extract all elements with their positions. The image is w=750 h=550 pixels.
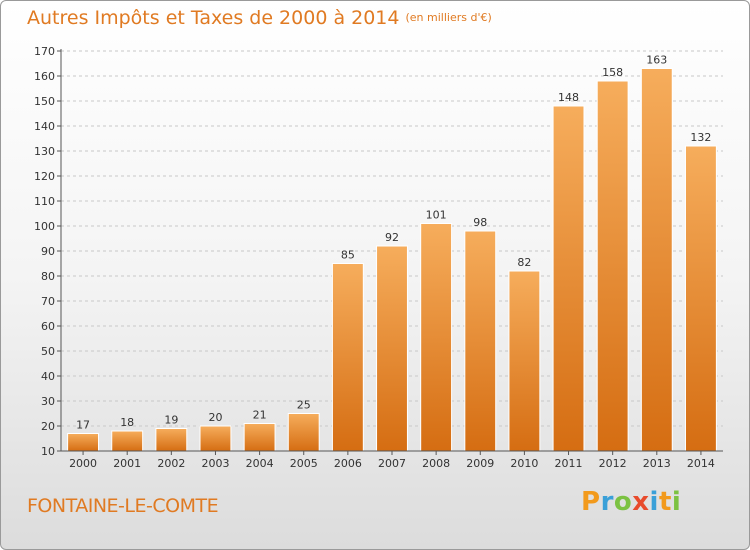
axes: 10 20 30 40 50 60 70 80 90 100 110 120 130 140 150 160 1… — [34, 45, 723, 470]
y-tick-label: 120 — [34, 170, 55, 183]
x-tick-label: 2010 — [510, 457, 538, 470]
y-tick-label: 140 — [34, 120, 55, 133]
y-tick-label: 100 — [34, 220, 55, 233]
y-tick-label: 110 — [34, 195, 55, 208]
x-tick-label: 2006 — [334, 457, 362, 470]
y-tick-label: 90 — [41, 245, 55, 258]
logo-letter: t — [658, 487, 672, 517]
bar[interactable] — [376, 245, 408, 452]
bar[interactable] — [464, 230, 497, 452]
x-tick-label: 2011 — [555, 457, 583, 470]
bar[interactable] — [420, 223, 453, 452]
y-tick-label: 30 — [41, 395, 55, 408]
bar[interactable] — [331, 263, 364, 452]
bar-value-label: 18 — [120, 416, 134, 429]
logo-letter: P — [581, 487, 601, 517]
y-tick-label: 50 — [41, 345, 55, 358]
y-tick-label: 160 — [34, 70, 55, 83]
bar-value-label: 98 — [473, 216, 487, 229]
bar-value-label: 85 — [341, 249, 355, 262]
x-tick-label: 2008 — [422, 457, 450, 470]
bar-value-label: 82 — [517, 256, 531, 269]
bar[interactable] — [243, 423, 276, 452]
y-tick-label: 40 — [41, 370, 55, 383]
bar[interactable] — [199, 425, 232, 452]
bar[interactable] — [552, 105, 585, 452]
bar[interactable] — [508, 270, 541, 452]
x-tick-label: 2003 — [201, 457, 229, 470]
bar-value-label: 92 — [385, 231, 399, 244]
y-tick-label: 80 — [41, 270, 55, 283]
bar[interactable] — [111, 430, 144, 452]
x-tick-label: 2013 — [643, 457, 671, 470]
x-tick-label: 2004 — [246, 457, 274, 470]
x-tick-label: 2007 — [378, 457, 406, 470]
x-tick-label: 2000 — [69, 457, 97, 470]
x-tick-label: 2014 — [687, 457, 715, 470]
logo-letter: x — [632, 487, 650, 517]
logo-letter: i — [649, 487, 659, 517]
y-tick-label: 130 — [34, 145, 55, 158]
logo-letter: r — [600, 487, 614, 517]
y-tick-label: 170 — [34, 45, 55, 58]
bar[interactable] — [596, 80, 629, 452]
bar-value-label: 20 — [208, 411, 222, 424]
bar-value-label: 148 — [558, 91, 579, 104]
bar[interactable] — [640, 68, 673, 452]
y-tick-label: 20 — [41, 420, 55, 433]
bar-value-label: 132 — [690, 131, 711, 144]
bar-value-label: 158 — [602, 66, 623, 79]
chart-subtitle: (en milliers d'€) — [405, 11, 492, 24]
logo-letter: i — [671, 487, 682, 517]
bar[interactable] — [155, 428, 188, 452]
bars: 17 18 19 20 21 25 85 92 101 98 82 148 158 163 132 — [67, 54, 717, 452]
bar-value-label: 101 — [426, 209, 447, 222]
chart-title: Autres Impôts et Taxes de 2000 à 2014 (en… — [27, 7, 492, 29]
x-tick-label: 2009 — [466, 457, 494, 470]
y-tick-label: 150 — [34, 95, 55, 108]
y-tick-label: 60 — [41, 320, 55, 333]
x-tick-label: 2005 — [290, 457, 318, 470]
bar-value-label: 21 — [253, 409, 267, 422]
bar[interactable] — [287, 413, 320, 452]
bar-value-label: 163 — [646, 54, 667, 67]
bar-value-label: 17 — [76, 419, 90, 432]
bar[interactable] — [67, 433, 100, 452]
y-tick-label: 70 — [41, 295, 55, 308]
bar-value-label: 19 — [164, 414, 178, 427]
chart-title-text: Autres Impôts et Taxes de 2000 à 2014 — [27, 7, 400, 29]
proxiti-logo[interactable]: Proxiti — [581, 487, 681, 517]
x-tick-label: 2002 — [157, 457, 185, 470]
x-tick-label: 2001 — [113, 457, 141, 470]
city-name: FONTAINE-LE-COMTE — [27, 495, 219, 517]
bar-value-label: 25 — [297, 399, 311, 412]
x-tick-label: 2012 — [599, 457, 627, 470]
logo-letter: o — [613, 487, 633, 517]
y-tick-label: 10 — [41, 445, 55, 458]
bar[interactable] — [684, 145, 717, 452]
